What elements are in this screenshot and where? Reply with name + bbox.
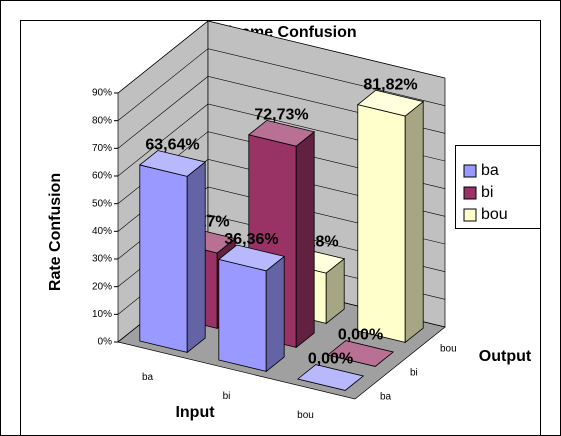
bar-top <box>247 119 316 147</box>
y-tick-label: 50% <box>92 198 112 209</box>
x-tick-label: bou <box>297 410 314 421</box>
data-label: 81,82% <box>363 76 417 93</box>
data-label: 36,36% <box>224 231 278 248</box>
legend-swatch <box>463 186 477 200</box>
y-tick-label: 80% <box>92 115 112 126</box>
y-tick-label: 10% <box>92 309 112 320</box>
legend-label: bi <box>481 184 493 201</box>
bar-top <box>356 89 425 117</box>
x-axis-title: Input <box>175 404 215 421</box>
bar-side <box>265 255 285 373</box>
legend-swatch <box>463 164 477 178</box>
y-tick-label: 20% <box>92 281 112 292</box>
data-label: 0,00% <box>308 351 353 368</box>
y-tick-label: 70% <box>92 143 112 154</box>
bar-top <box>296 364 365 391</box>
grid-line <box>117 48 446 121</box>
x-tick-label: ba <box>142 372 154 383</box>
legend-label: ba <box>481 162 499 179</box>
z-tick-label: bi <box>410 368 418 379</box>
y-tick-label: 0% <box>98 337 113 348</box>
y-axis-title: Rate Confusion <box>47 173 64 291</box>
bar-side <box>186 161 206 354</box>
legend-label: bou <box>481 206 508 223</box>
y-tick-label: 40% <box>92 226 112 237</box>
bar-side <box>295 130 315 349</box>
grid-line <box>117 20 446 94</box>
x-tick-label: bi <box>223 391 231 402</box>
z-tick-label: bou <box>440 344 457 355</box>
data-label: 72,73% <box>254 106 308 123</box>
bar-front <box>139 164 188 353</box>
legend-swatch <box>463 208 477 222</box>
y-tick-label: 30% <box>92 254 112 265</box>
y-tick-label: 60% <box>92 171 112 182</box>
bar-top <box>217 244 286 272</box>
data-label: 0,00% <box>338 327 383 344</box>
z-axis-title: Output <box>479 348 532 365</box>
y-tick-label: 90% <box>92 88 112 99</box>
z-tick-label: ba <box>380 392 392 403</box>
bar-top <box>326 340 395 367</box>
bar-front <box>218 258 267 372</box>
data-label: 63,64% <box>145 137 199 154</box>
bar-side <box>404 100 424 344</box>
bar-front <box>357 104 406 343</box>
bar-top <box>138 150 207 177</box>
